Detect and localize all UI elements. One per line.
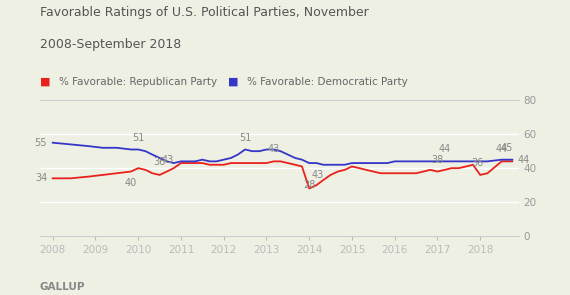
Text: 28: 28	[303, 180, 315, 190]
Text: 43: 43	[311, 170, 324, 180]
Text: GALLUP: GALLUP	[40, 282, 86, 292]
Text: 44: 44	[439, 145, 451, 154]
Text: 51: 51	[239, 132, 251, 142]
Text: 55: 55	[35, 138, 47, 148]
Text: 43: 43	[268, 145, 280, 154]
Text: 40: 40	[125, 178, 137, 189]
Text: ■: ■	[228, 77, 238, 87]
Text: ■: ■	[40, 77, 50, 87]
Text: 44: 44	[495, 145, 508, 154]
Text: % Favorable: Democratic Party: % Favorable: Democratic Party	[247, 77, 408, 87]
Text: 38: 38	[431, 155, 443, 165]
Text: 36: 36	[471, 158, 483, 168]
Text: Favorable Ratings of U.S. Political Parties, November: Favorable Ratings of U.S. Political Part…	[40, 6, 369, 19]
Text: 43: 43	[162, 155, 174, 165]
Text: 36: 36	[153, 157, 166, 167]
Text: % Favorable: Republican Party: % Favorable: Republican Party	[59, 77, 217, 87]
Text: 45: 45	[501, 143, 514, 153]
Text: 51: 51	[132, 132, 144, 142]
Text: 2008-September 2018: 2008-September 2018	[40, 38, 181, 51]
Text: 44: 44	[518, 155, 530, 165]
Text: 34: 34	[35, 173, 47, 183]
